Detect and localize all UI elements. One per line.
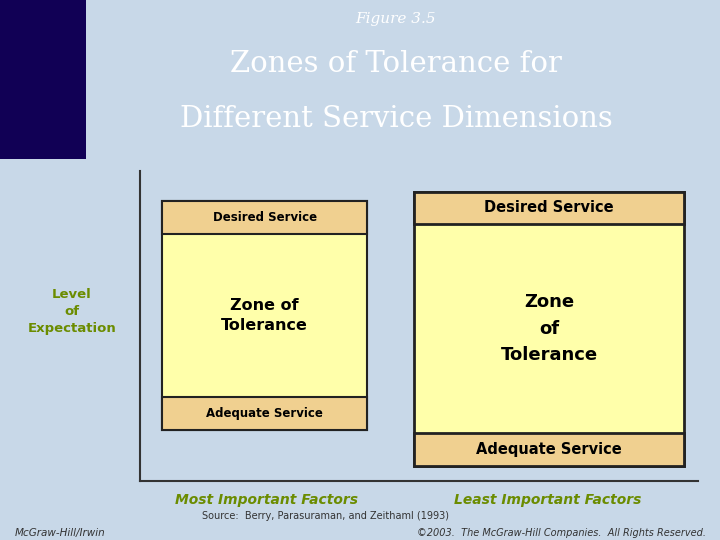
Text: Zones of Tolerance for: Zones of Tolerance for bbox=[230, 50, 562, 78]
Bar bbox=[162, 397, 367, 430]
Bar bbox=[414, 434, 684, 466]
Text: Adequate Service: Adequate Service bbox=[476, 442, 622, 457]
Text: Adequate Service: Adequate Service bbox=[206, 407, 323, 420]
Text: Desired Service: Desired Service bbox=[484, 200, 614, 215]
Text: Desired Service: Desired Service bbox=[212, 211, 317, 224]
Text: Figure 3.5: Figure 3.5 bbox=[356, 12, 436, 26]
Text: McGraw-Hill/Irwin: McGraw-Hill/Irwin bbox=[14, 528, 105, 538]
Text: Least Important Factors: Least Important Factors bbox=[454, 493, 641, 507]
Bar bbox=[414, 192, 684, 466]
Text: ©2003.  The McGraw-Hill Companies.  All Rights Reserved.: ©2003. The McGraw-Hill Companies. All Ri… bbox=[417, 528, 706, 538]
Text: Zone of
Tolerance: Zone of Tolerance bbox=[221, 298, 308, 333]
Text: Different Service Dimensions: Different Service Dimensions bbox=[179, 105, 613, 133]
Text: Most Important Factors: Most Important Factors bbox=[175, 493, 358, 507]
Bar bbox=[414, 192, 684, 224]
Bar bbox=[162, 201, 367, 233]
Text: Zone
of
Tolerance: Zone of Tolerance bbox=[500, 293, 598, 364]
Text: Source:  Berry, Parasuraman, and Zeithaml (1993): Source: Berry, Parasuraman, and Zeithaml… bbox=[202, 511, 449, 521]
Bar bbox=[162, 201, 367, 430]
Bar bbox=[0, 0, 86, 159]
Text: Level
of
Expectation: Level of Expectation bbox=[27, 288, 117, 335]
